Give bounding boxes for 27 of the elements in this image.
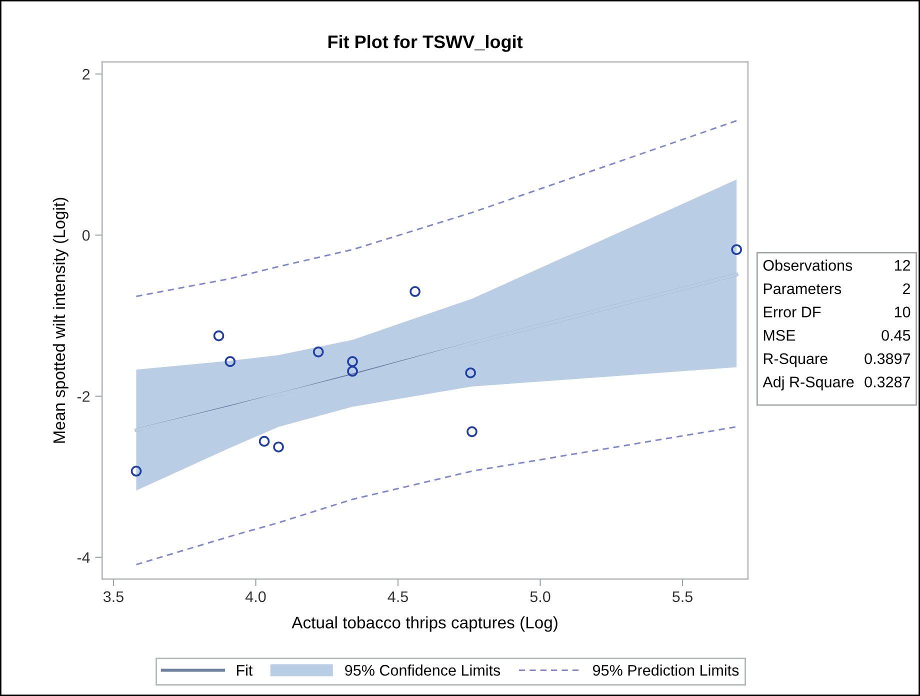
text: 0.3287 (864, 376, 910, 388)
text: 2 (903, 283, 910, 294)
text: 0.45 (882, 330, 910, 341)
y-tick-label: -2 (77, 391, 90, 402)
y-tick-label: -4 (77, 552, 90, 563)
x-tick-label: 5.5 (672, 591, 692, 602)
text: Adj R-Square (762, 376, 854, 390)
y-tick-label: 0 (82, 230, 90, 241)
text: Parameters (764, 283, 842, 294)
text: 0.3897 (864, 353, 910, 364)
legend-label: 95% Confidence Limits (345, 664, 500, 676)
text: MSE (764, 330, 796, 341)
x-tick-label: 5.0 (530, 591, 550, 602)
y-axis-title: Mean spotted wilt intensity (Logit) (52, 198, 68, 443)
x-tick-label: 4.5 (388, 591, 408, 602)
text: 10 (894, 306, 910, 318)
text: Error DF (764, 306, 821, 318)
legend-label: Fit (237, 664, 253, 676)
legend-label: 95% Prediction Limits (593, 664, 739, 676)
chart-title: Fit Plot for TSWV_logit (328, 34, 523, 52)
text: Observations (763, 260, 852, 271)
y-tick-label: 2 (82, 68, 90, 80)
text: R-Square (764, 353, 828, 368)
x-tick-label: 4.0 (245, 591, 266, 602)
text: 12 (894, 260, 910, 271)
x-axis-title: Actual tobacco thrips captures (Log) (292, 616, 558, 632)
x-tick-label: 3.5 (103, 591, 124, 602)
